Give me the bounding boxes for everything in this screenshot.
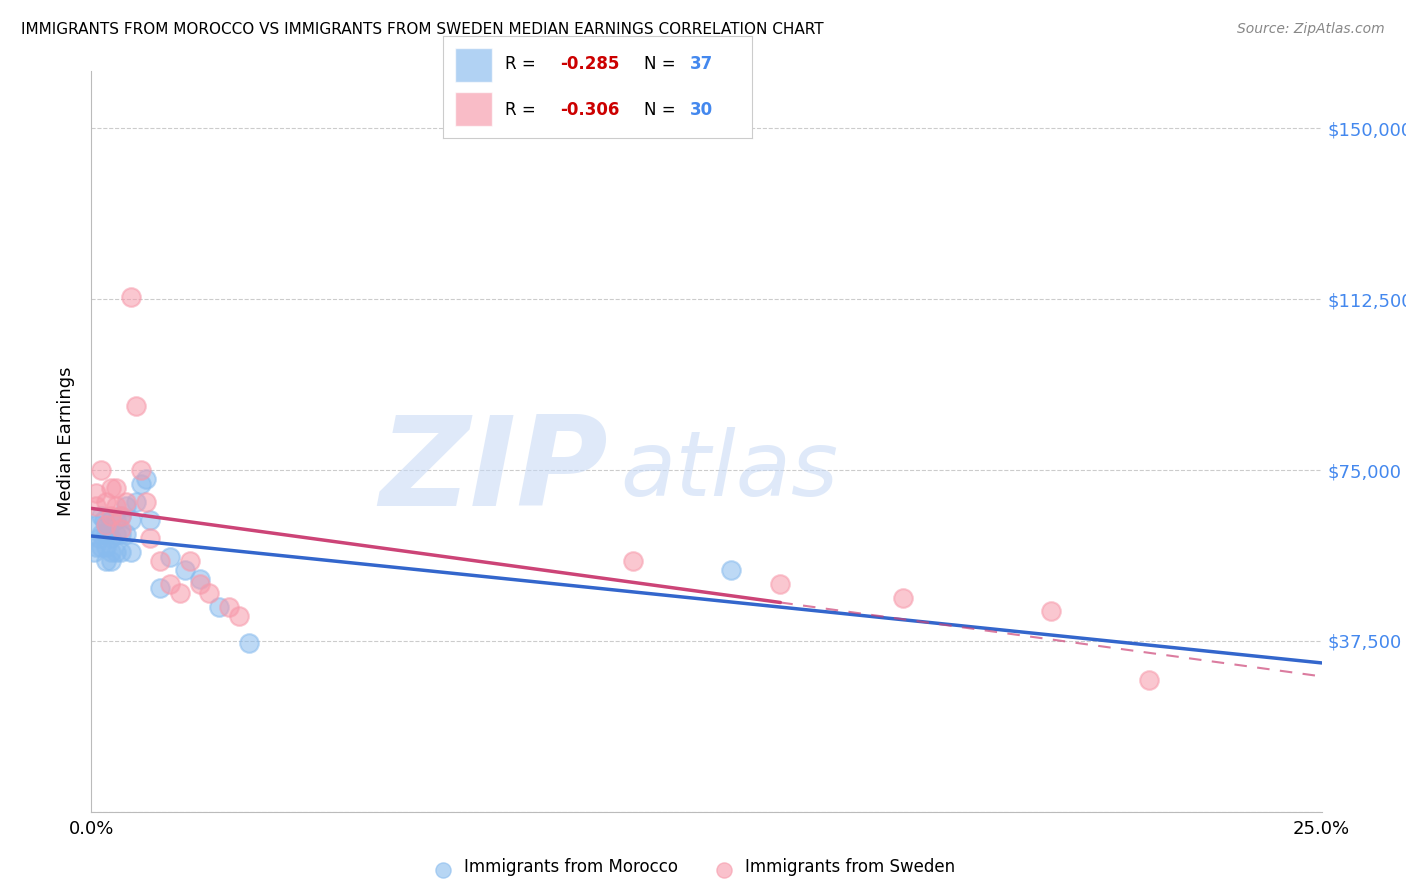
Point (86, 485, 108, 500)
Point (198, 586, 221, 600)
Text: Source: ZipAtlas.com: Source: ZipAtlas.com (1237, 22, 1385, 37)
Point (90, 508, 112, 523)
Point (100, 554, 122, 568)
Point (1039, 604, 1063, 618)
Point (100, 545, 122, 559)
Point (90, 541, 112, 555)
Point (105, 545, 127, 559)
Point (621, 554, 644, 568)
Point (139, 532, 162, 546)
Text: Immigrants from Sweden: Immigrants from Sweden (745, 858, 955, 876)
Point (159, 549, 181, 564)
Point (218, 599, 240, 614)
Text: 30: 30 (690, 101, 713, 119)
Text: IMMIGRANTS FROM MOROCCO VS IMMIGRANTS FROM SWEDEN MEDIAN EARNINGS CORRELATION CH: IMMIGRANTS FROM MOROCCO VS IMMIGRANTS FR… (21, 22, 824, 37)
Point (90, 463, 112, 477)
Point (149, 554, 172, 568)
Point (120, 513, 142, 527)
Point (139, 513, 162, 527)
Point (720, 563, 742, 577)
Point (129, 463, 152, 477)
Text: Immigrants from Morocco: Immigrants from Morocco (464, 858, 678, 876)
Point (86, 541, 108, 555)
Point (188, 577, 211, 591)
Point (159, 577, 181, 591)
Point (713, 863, 735, 877)
Text: atlas: atlas (620, 427, 838, 516)
Point (432, 863, 454, 877)
Point (96, 541, 117, 555)
Point (110, 526, 132, 541)
Point (238, 636, 260, 650)
Point (114, 526, 138, 541)
Point (96, 495, 117, 509)
Point (96, 526, 117, 541)
Point (105, 526, 127, 541)
Point (96, 554, 117, 568)
Point (174, 563, 197, 577)
Point (179, 554, 201, 568)
Point (114, 500, 138, 514)
Point (891, 591, 914, 605)
Point (83, 545, 105, 559)
Point (169, 586, 191, 600)
Text: 37: 37 (690, 55, 714, 73)
Point (105, 513, 127, 527)
Point (120, 545, 142, 559)
Point (110, 508, 132, 523)
Point (100, 508, 122, 523)
Point (100, 513, 122, 527)
Point (87, 532, 110, 546)
Point (100, 532, 122, 546)
Text: N =: N = (644, 101, 681, 119)
Point (1139, 673, 1161, 687)
Point (124, 399, 146, 413)
Point (188, 573, 211, 587)
Point (110, 545, 132, 559)
Point (86, 500, 108, 514)
Point (110, 508, 132, 523)
Text: -0.285: -0.285 (561, 55, 620, 73)
Text: R =: R = (505, 55, 541, 73)
Point (110, 522, 132, 536)
Point (124, 495, 146, 509)
Point (769, 577, 792, 591)
Point (90, 526, 112, 541)
Point (100, 481, 122, 495)
Text: R =: R = (505, 101, 541, 119)
Text: -0.306: -0.306 (561, 101, 620, 119)
Point (114, 495, 138, 509)
Text: N =: N = (644, 55, 681, 73)
Point (208, 599, 231, 614)
Point (135, 472, 156, 486)
Point (120, 290, 142, 304)
Point (86, 517, 108, 532)
Point (105, 481, 127, 495)
FancyBboxPatch shape (456, 48, 492, 82)
Point (129, 476, 152, 491)
Text: ZIP: ZIP (380, 410, 607, 532)
Point (149, 582, 172, 596)
Point (96, 517, 117, 532)
FancyBboxPatch shape (456, 92, 492, 126)
Point (96, 517, 117, 532)
Point (93, 513, 115, 527)
Point (135, 495, 156, 509)
Y-axis label: Median Earnings: Median Earnings (58, 367, 76, 516)
Point (105, 500, 127, 514)
Point (228, 608, 250, 623)
